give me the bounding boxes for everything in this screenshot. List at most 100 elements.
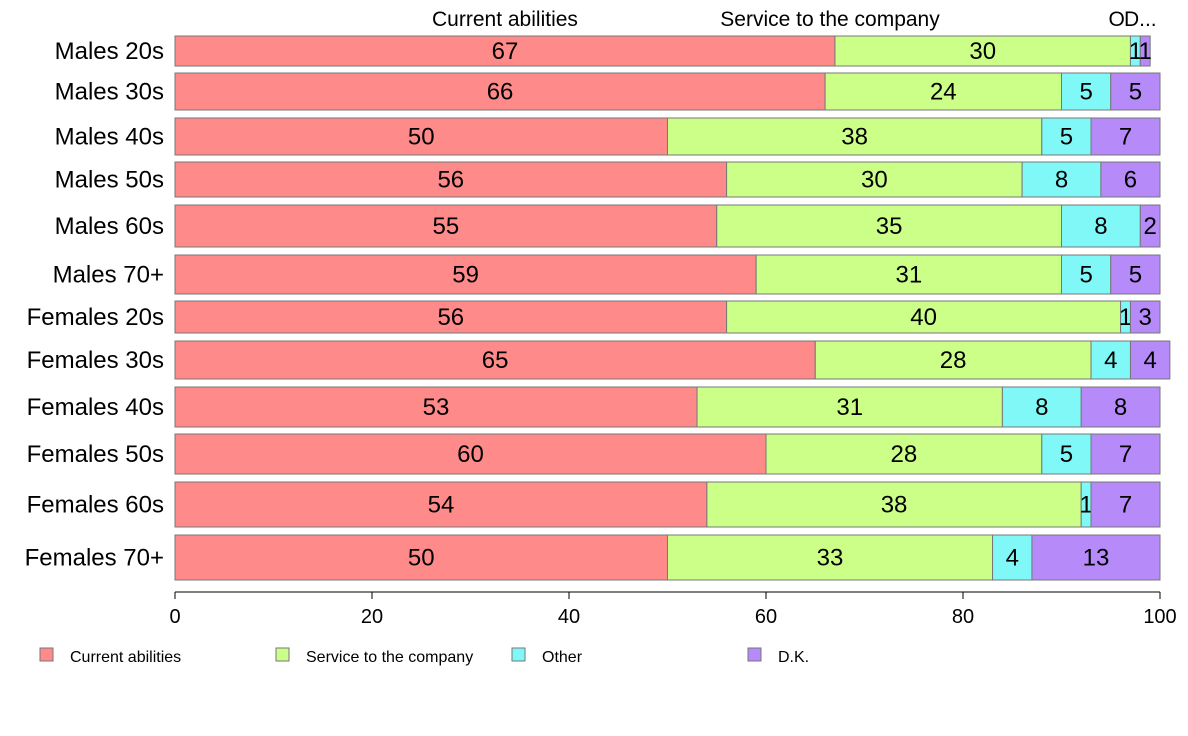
data-label: 5 bbox=[1079, 262, 1092, 289]
bar-segment bbox=[667, 534, 994, 581]
data-label: 40 bbox=[910, 304, 937, 331]
data-label: 56 bbox=[437, 304, 464, 331]
top-segment-label: Service to the company bbox=[720, 8, 940, 31]
bar-segment bbox=[1139, 35, 1151, 67]
bar-segment bbox=[174, 35, 836, 67]
data-label: 4 bbox=[1143, 347, 1156, 374]
x-tick-label: 60 bbox=[755, 606, 777, 628]
legend-swatch bbox=[39, 647, 54, 662]
category-label: Males 20s bbox=[55, 38, 164, 65]
category-label: Females 70+ bbox=[25, 545, 164, 572]
data-label: 30 bbox=[969, 38, 996, 65]
bar-segment bbox=[174, 72, 826, 111]
data-label: 8 bbox=[1055, 167, 1068, 194]
data-label: 67 bbox=[492, 38, 519, 65]
legend-label: Service to the company bbox=[306, 649, 473, 666]
bar-segment bbox=[1061, 72, 1112, 111]
legend-swatch bbox=[275, 647, 290, 662]
bar-segment bbox=[174, 386, 698, 428]
data-label: 33 bbox=[817, 545, 844, 572]
category-label: Males 70+ bbox=[53, 262, 164, 289]
bar-segment bbox=[1090, 117, 1161, 156]
bar-segment bbox=[765, 433, 1043, 475]
data-label: 38 bbox=[841, 124, 868, 151]
data-label: 59 bbox=[452, 262, 479, 289]
bar-segment bbox=[1061, 204, 1141, 248]
data-label: 38 bbox=[881, 492, 908, 519]
data-label: 1 bbox=[1129, 38, 1142, 65]
data-label: 8 bbox=[1094, 213, 1107, 240]
x-tick-label: 0 bbox=[169, 606, 180, 628]
data-label: 3 bbox=[1139, 304, 1152, 331]
x-tick-label: 100 bbox=[1143, 606, 1176, 628]
bar-segment bbox=[174, 534, 668, 581]
category-label: Males 40s bbox=[55, 124, 164, 151]
bar-segment bbox=[1041, 433, 1092, 475]
data-label: 7 bbox=[1119, 492, 1132, 519]
data-label: 1 bbox=[1139, 38, 1152, 65]
legend-label: Current abilities bbox=[70, 649, 181, 666]
legend-label: Other bbox=[542, 649, 583, 666]
data-label: 24 bbox=[930, 79, 957, 106]
data-label: 30 bbox=[861, 167, 888, 194]
data-label: 4 bbox=[1006, 545, 1019, 572]
data-label: 55 bbox=[433, 213, 460, 240]
data-label: 4 bbox=[1104, 347, 1117, 374]
bar-segment bbox=[1110, 72, 1161, 111]
bar-segment bbox=[174, 117, 668, 156]
bar-segment bbox=[1139, 204, 1161, 248]
data-label: 7 bbox=[1119, 441, 1132, 468]
data-label: 5 bbox=[1079, 79, 1092, 106]
data-label: 7 bbox=[1119, 124, 1132, 151]
data-label: 31 bbox=[836, 394, 863, 421]
data-label: 50 bbox=[408, 545, 435, 572]
top-segment-label: O bbox=[1108, 8, 1124, 31]
bar-segment bbox=[1090, 340, 1131, 380]
bar-segment bbox=[1090, 481, 1161, 528]
data-label: 5 bbox=[1060, 124, 1073, 151]
data-label: 5 bbox=[1129, 79, 1142, 106]
data-label: 60 bbox=[457, 441, 484, 468]
category-label: Females 60s bbox=[27, 492, 164, 519]
category-label: Females 50s bbox=[27, 441, 164, 468]
data-label: 56 bbox=[437, 167, 464, 194]
data-label: 65 bbox=[482, 347, 509, 374]
legend-swatch bbox=[747, 647, 762, 662]
bar-segment bbox=[1110, 254, 1161, 295]
top-segment-label: D... bbox=[1124, 8, 1157, 31]
category-label: Males 30s bbox=[55, 79, 164, 106]
data-label: 31 bbox=[895, 262, 922, 289]
bar-segment bbox=[174, 433, 767, 475]
bar-segment bbox=[1021, 161, 1102, 198]
x-tick-label: 80 bbox=[952, 606, 974, 628]
data-label: 8 bbox=[1114, 394, 1127, 421]
x-tick-label: 20 bbox=[361, 606, 383, 628]
bar-segment bbox=[834, 35, 1131, 67]
legend-label: D.K. bbox=[778, 649, 809, 666]
legend-swatch bbox=[511, 647, 526, 662]
bar-segment bbox=[1001, 386, 1082, 428]
bar-segment bbox=[706, 481, 1082, 528]
bar-segment bbox=[1031, 534, 1161, 581]
category-label: Females 40s bbox=[27, 394, 164, 421]
bar-segment bbox=[1129, 300, 1161, 334]
data-label: 5 bbox=[1129, 262, 1142, 289]
data-label: 13 bbox=[1083, 545, 1110, 572]
bar-segment bbox=[1080, 386, 1161, 428]
top-segment-label: Current abilities bbox=[432, 8, 578, 31]
data-label: 66 bbox=[487, 79, 514, 106]
data-label: 28 bbox=[891, 441, 918, 468]
data-label: 2 bbox=[1143, 213, 1156, 240]
bar-segment bbox=[1090, 433, 1161, 475]
data-label: 35 bbox=[876, 213, 903, 240]
data-label: 1 bbox=[1079, 492, 1092, 519]
bar-segment bbox=[1041, 117, 1092, 156]
data-label: 54 bbox=[428, 492, 455, 519]
bar-segment bbox=[174, 340, 816, 380]
bar-segment bbox=[1129, 340, 1171, 380]
data-label: 5 bbox=[1060, 441, 1073, 468]
bar-segment bbox=[696, 386, 1003, 428]
bar-segment bbox=[174, 254, 757, 295]
bar-segment bbox=[824, 72, 1062, 111]
